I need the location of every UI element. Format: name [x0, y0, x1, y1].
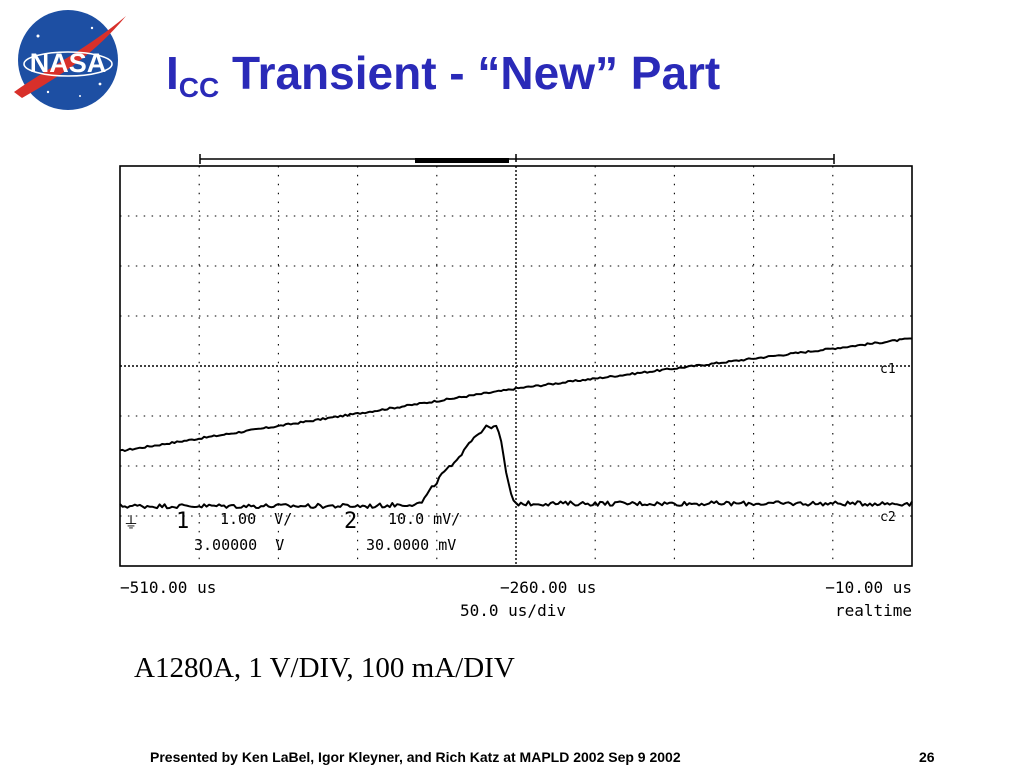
nasa-logo: NASA — [14, 10, 126, 110]
footer-credit: Presented by Ken LaBel, Igor Kleyner, an… — [150, 749, 681, 765]
x-tick-label-right: −10.00 us — [825, 578, 912, 597]
trace-line-ch1 — [119, 337, 912, 452]
title-subscript: CC — [178, 72, 220, 103]
logo-swoosh — [14, 16, 126, 98]
ch2-scale: 10.0 mV/ — [388, 510, 460, 528]
figure-caption: A1280A, 1 V/DIV, 100 mA/DIV — [134, 652, 515, 684]
record-indicator — [199, 154, 835, 164]
ch1-offset: 3.00000 V — [194, 536, 284, 554]
ch2-number: 2 — [344, 509, 357, 534]
slide-title: ICC Transient - “New” Part — [166, 50, 720, 102]
x-tick-label-left: −510.00 us — [120, 578, 216, 597]
channel-marker-c2: c2 — [880, 510, 896, 525]
timebase-readout: 50.0 us/div — [460, 601, 566, 620]
ch2-offset: 30.0000 mV — [366, 536, 456, 554]
acquisition-mode: realtime — [835, 601, 912, 620]
ch1-scale: 1.00 V/ — [220, 510, 292, 528]
ch1-number: 1 — [176, 509, 189, 534]
channel-marker-c1: c1 — [880, 362, 896, 377]
trace-layer — [119, 337, 913, 510]
ground-marker-icon: ⏚ — [123, 513, 139, 532]
oscilloscope-chart: c1 c2 ⏚ 1 1.00 V/ 2 10.0 mV/ 3.00000 V 3… — [119, 154, 913, 620]
title-main: I — [166, 47, 179, 99]
page-number: 26 — [919, 749, 935, 765]
graticule-grid — [120, 166, 912, 566]
logo-wordmark: NASA — [30, 48, 107, 78]
title-rest: Transient - “New” Part — [219, 47, 721, 99]
x-tick-label-center: −260.00 us — [500, 578, 596, 597]
trace-line-ch2 — [119, 424, 913, 510]
